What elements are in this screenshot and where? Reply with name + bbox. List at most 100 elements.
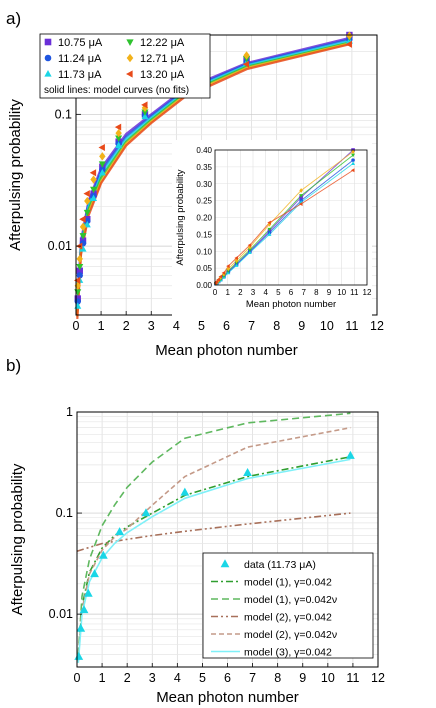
inset-data-point [247,250,252,255]
panel-a-legend-note: solid lines: model curves (no fits) [44,85,189,96]
inset-x-tick-label: 5 [276,288,281,297]
inset-data-point [247,243,252,248]
panel-b-legend: data (11.73 μA) model (1), γ=0.042 model (… [202,552,374,659]
data-point [98,168,106,176]
x-tick-label: 5 [199,671,206,685]
data-point [79,605,89,614]
inset-x-tick-label: 2 [238,288,243,297]
data-point [345,40,352,48]
inset-y-tick-label: 0.35 [196,163,212,172]
model-curve [77,412,351,655]
y-tick-label: 0.01 [48,239,72,253]
data-point [180,487,190,496]
data-point [90,569,99,578]
inset-x-tick-label: 0 [213,288,218,297]
inset-data-point [248,244,252,250]
inset-x-tick-label: 9 [327,288,332,297]
inset-x-tick-label: 7 [301,288,306,297]
inset-data-point [216,277,220,282]
data-point [115,128,122,138]
panel-a-legend: 10.75 μA 11.24 μA 11.73 μA 12.22 μA 12.71 μA… [39,33,211,99]
inset-x-tick-label: 8 [314,288,319,297]
panel-a-legend-box [39,33,211,99]
x-tick-label: 4 [173,319,180,333]
inset-x-tick-label: 1 [225,288,230,297]
x-tick-label: 11 [345,319,358,333]
panel-a-y-axis-label: Afterpulsing probability [7,99,24,251]
legend-label: 12.71 μA [140,53,185,65]
x-tick-label: 12 [370,319,384,333]
data-point [115,141,123,149]
data-point [141,101,148,109]
data-point [73,276,81,284]
data-point [141,508,151,517]
inset-x-tick-label: 12 [363,288,372,297]
data-point [90,186,98,194]
data-point [79,222,87,232]
inset-data-point [267,227,272,232]
inset-data-point [214,279,219,284]
legend-label: 11.24 μA [58,53,102,65]
x-tick-label: 5 [198,319,205,333]
inset-y-axis-label: Afterpulsing probability [175,169,186,265]
inset-tick-labels: 0 1 2 3 4 5 6 7 8 9 10 11 120.000.050.100.150.200.25… [196,146,372,297]
legend-label: model (1), γ=0.042 [244,577,332,589]
legend-marker [126,70,133,78]
inset-frame [214,149,368,286]
data-point [83,220,91,228]
inset-y-tick-label: 0.25 [196,197,212,206]
x-tick-label: 7 [248,319,255,333]
data-point [346,450,355,459]
data-point [89,169,97,177]
data-point [114,123,122,131]
legend-marker [126,39,134,46]
inset-y-tick-label: 0.40 [196,146,212,155]
data-point [141,112,149,120]
x-tick-label: 8 [274,671,281,685]
data-point [79,215,86,223]
data-point [115,527,125,536]
legend-marker [44,54,52,62]
legend-marker [220,559,230,568]
data-point [74,289,82,296]
inset-y-tick-label: 0.20 [196,214,212,223]
panel-a-label: a) [6,9,21,28]
data-point [79,233,87,240]
x-tick-label: 12 [371,671,385,685]
x-tick-label: 4 [174,671,181,685]
inset-y-tick-label: 0.10 [196,247,212,256]
data-point [84,196,91,206]
inset-data-point [267,232,272,236]
inset-y-tick-label: 0.30 [196,180,212,189]
x-tick-label: 2 [124,671,131,685]
x-tick-label: 9 [299,671,306,685]
data-point [98,161,106,168]
inset-data-point [221,270,226,275]
inset-x-axis-label: Mean photon number [246,299,336,310]
legend-label: 11.73 μA [58,69,102,81]
data-point [74,281,81,290]
inset-data-point [351,158,355,162]
x-tick-label: 10 [321,671,335,685]
panel-a-data-points [73,31,353,309]
panel-b: b) 0 1 2 3 4 5 6 7 8 9 10 11 120.010.11 Mean photon … [6,356,385,706]
inset-data-point [299,188,303,193]
legend-label: data (11.73 μA) [244,559,316,571]
x-tick-label: 11 [346,671,359,685]
inset-data-point [267,220,271,225]
panel-a: a) 0 1 2 3 4 5 6 7 8 9 10 11 120.010.1 Mean photon n… [6,9,384,359]
inset-x-tick-label: 3 [251,288,256,297]
inset-x-tick-label: 10 [337,288,346,297]
model-curve [77,458,351,663]
panel-b-y-axis-label: Afterpulsing probability [9,463,26,615]
inset-data-point [351,153,356,158]
x-tick-label: 0 [74,671,81,685]
panel-b-grid [76,411,379,668]
data-point [74,651,84,660]
legend-label: model (3), γ=0.042 [244,647,332,659]
model-curve [77,512,351,552]
data-point [79,245,87,252]
inset-data-point [351,149,355,155]
inset-y-tick-label: 0.15 [196,230,212,239]
